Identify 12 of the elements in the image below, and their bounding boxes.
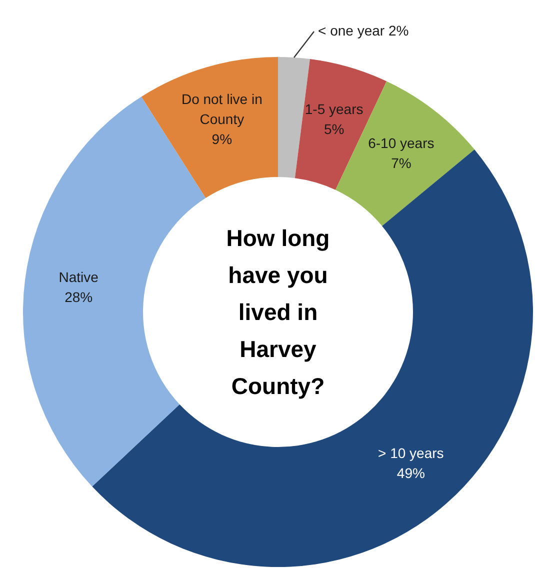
data-label: 7% [391, 155, 412, 172]
data-label: 5% [324, 120, 344, 137]
text: How long have you lived in Harvey County? [226, 225, 330, 399]
slice-label: Do not live in County [181, 90, 262, 127]
data-label: 28% [64, 288, 93, 305]
data-label: 9% [212, 130, 232, 147]
slice-label: 1-5 years [304, 100, 364, 117]
data-label: 49% [396, 464, 425, 481]
slice-label: Native [58, 268, 99, 285]
slice-label: < one year 2% [318, 22, 409, 39]
slice-label: 6-10 years [368, 135, 434, 152]
slice-label: > 10 years [378, 444, 444, 461]
